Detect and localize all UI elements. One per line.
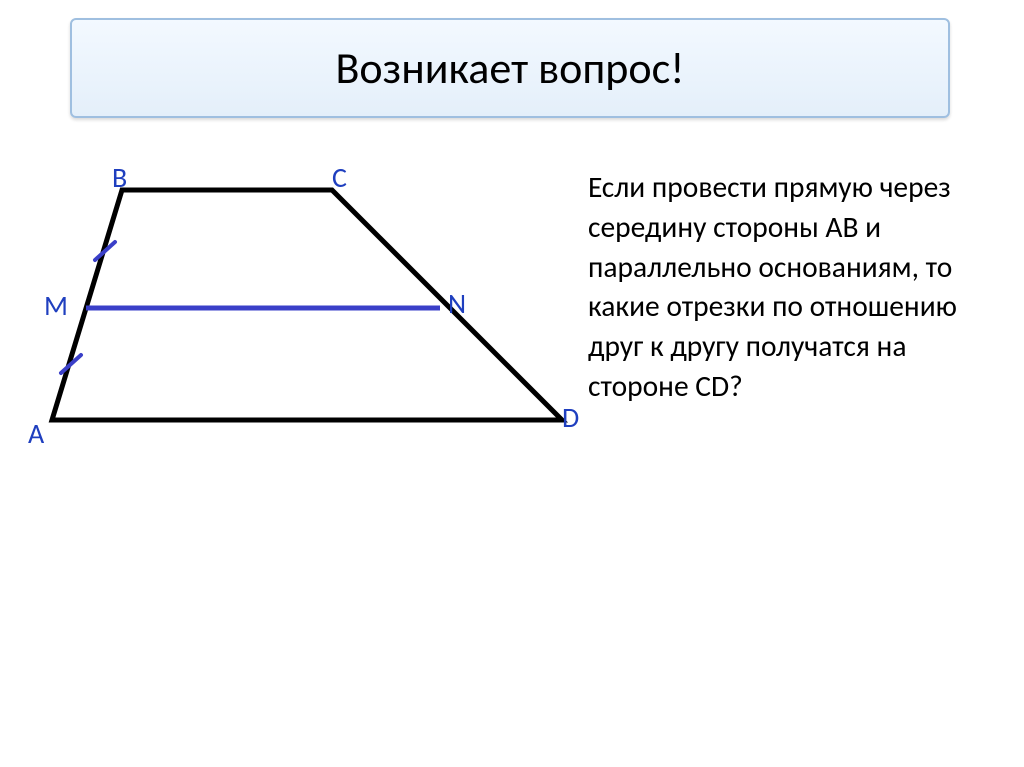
slide: Возникает вопрос! A B C D M N Если прове… xyxy=(0,0,1024,767)
question-text: Если провести прямую через середину стор… xyxy=(588,168,1008,407)
slide-title: Возникает вопрос! xyxy=(335,46,684,90)
vertex-label-c: C xyxy=(332,160,347,195)
title-box: Возникает вопрос! xyxy=(70,18,950,118)
vertex-label-d: D xyxy=(562,400,579,435)
vertex-label-b: B xyxy=(112,160,127,195)
vertex-label-m: M xyxy=(44,288,68,323)
trapezoid-diagram: A B C D M N xyxy=(22,160,582,450)
vertex-label-a: A xyxy=(28,416,44,451)
vertex-label-n: N xyxy=(448,286,466,321)
